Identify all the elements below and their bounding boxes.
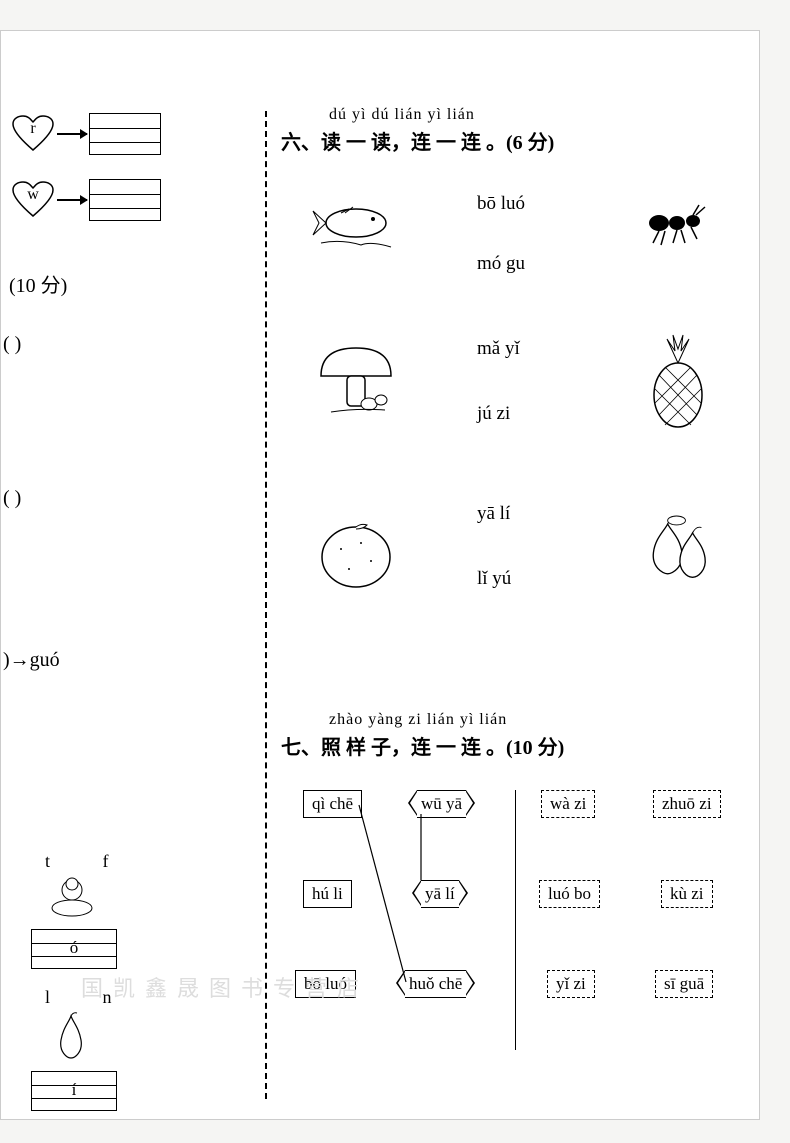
worksheet-page: r w (10 分) ( ) ( ) )→guó t f ó xyxy=(0,30,760,1120)
grid-letter: í xyxy=(72,1080,77,1100)
score-text: (10 分) xyxy=(9,269,67,298)
hex-box[interactable]: huǒ chē xyxy=(405,970,466,998)
dashed-box[interactable]: luó bo xyxy=(539,880,600,908)
heart-row-w: w xyxy=(11,179,161,221)
pear-icon xyxy=(49,1010,93,1060)
mushroom-icon[interactable] xyxy=(311,338,401,418)
section7-divider xyxy=(515,790,516,1050)
left-column: r w (10 分) ( ) ( ) )→guó t f ó xyxy=(1,31,265,1119)
dashed-box[interactable]: kù zi xyxy=(661,880,713,908)
buddha-icon xyxy=(45,874,99,918)
watermark: 国凯鑫晟图书专营店 xyxy=(81,971,369,1003)
tf-label: t f xyxy=(45,851,136,872)
pinyin-grid[interactable] xyxy=(89,113,161,155)
section7-pinyin: zhào yàng zi lián yì lián xyxy=(329,711,751,729)
pinyin-grid[interactable]: í xyxy=(31,1071,117,1111)
hex-box[interactable]: yā lí xyxy=(421,880,459,908)
dashed-box[interactable]: zhuō zi xyxy=(653,790,721,818)
pineapple-icon[interactable] xyxy=(641,333,715,433)
orange-icon[interactable] xyxy=(311,513,401,593)
column-divider xyxy=(265,111,267,1099)
section-6: dú yì dú lián yì lián 六、读 一 读，连 一 连 。(6 … xyxy=(281,106,751,673)
section6-pinyin: dú yì dú lián yì lián xyxy=(329,106,751,124)
arrow-icon xyxy=(57,133,87,135)
heart-letter: w xyxy=(27,186,39,203)
heart-icon: r xyxy=(11,114,55,154)
heart-icon: w xyxy=(11,180,55,220)
ant-icon[interactable] xyxy=(641,183,711,263)
word-box[interactable]: qì chē xyxy=(303,790,362,818)
pinyin-grid[interactable]: ó xyxy=(31,929,117,969)
dashed-box[interactable]: sī guā xyxy=(655,970,713,998)
section7-title: 七、照 样 子，连 一 连 。(10 分) xyxy=(281,731,751,760)
matching-area: bō luó mó gu mǎ yǐ jú zi yā lí lǐ yú xyxy=(281,173,751,673)
heart-row-r: r xyxy=(11,113,161,155)
arrow-icon xyxy=(57,199,87,201)
section7-grid: qì chē hú li bō luó wū yā yā lí xyxy=(281,780,751,1060)
match-label[interactable]: lǐ yú xyxy=(477,568,511,590)
guo-text: )→guó xyxy=(3,649,60,672)
match-label[interactable]: yā lí xyxy=(477,503,510,525)
section-7: zhào yàng zi lián yì lián 七、照 样 子，连 一 连 … xyxy=(281,711,751,1060)
match-label[interactable]: mǎ yǐ xyxy=(477,338,520,360)
pinyin-grid[interactable] xyxy=(89,179,161,221)
dashed-box[interactable]: wà zi xyxy=(541,790,595,818)
match-label[interactable]: bō luó xyxy=(477,193,525,215)
match-label[interactable]: mó gu xyxy=(477,253,525,275)
paren-blank[interactable]: ( ) xyxy=(3,487,21,510)
paren-blank[interactable]: ( ) xyxy=(3,333,21,356)
pears-icon[interactable] xyxy=(636,508,726,588)
section6-title: 六、读 一 读，连 一 连 。(6 分) xyxy=(281,126,751,155)
hex-box[interactable]: wū yā xyxy=(417,790,466,818)
grid-letter: ó xyxy=(70,938,79,958)
dashed-box[interactable]: yǐ zi xyxy=(547,970,595,998)
fish-icon[interactable] xyxy=(311,183,401,263)
match-label[interactable]: jú zi xyxy=(477,403,510,425)
word-box[interactable]: hú li xyxy=(303,880,352,908)
heart-letter: r xyxy=(30,120,36,137)
right-column: dú yì dú lián yì lián 六、读 一 读，连 一 连 。(6 … xyxy=(281,31,751,1119)
